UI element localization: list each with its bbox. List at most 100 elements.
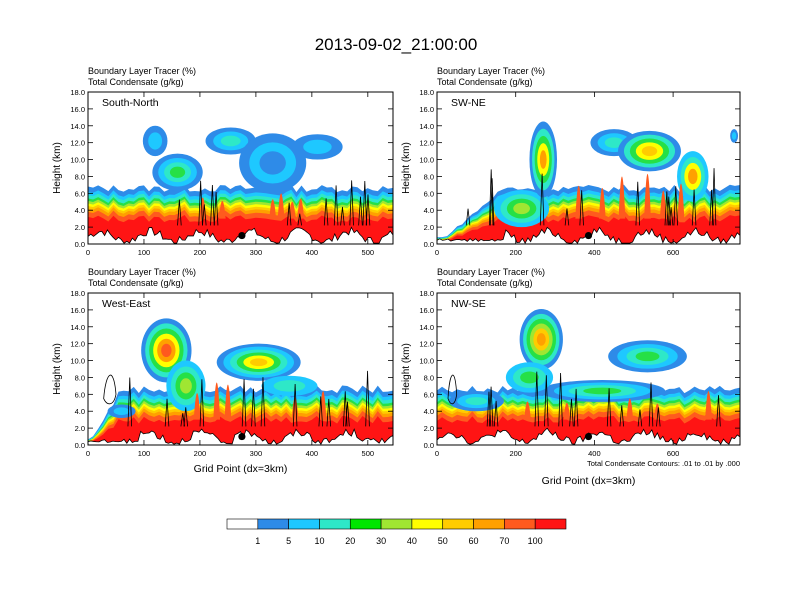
plot-frame [87,91,394,245]
y-tick-label: 8.0 [424,373,434,382]
convective-tower [644,173,651,219]
x-tick-label: 200 [194,449,207,458]
condensate-contour [569,398,574,427]
y-axis-label: Height (km) [52,343,63,395]
colorbar-label: 50 [438,536,448,546]
x-tick-label: 500 [362,449,375,458]
y-tick-label: 0.0 [75,240,85,249]
y-tick-label: 4.0 [75,206,85,215]
x-tick-label: 600 [667,449,680,458]
condensate-contour [333,185,339,226]
x-tick-label: 100 [138,449,151,458]
convective-tower [524,401,531,420]
cloud-region [677,151,709,202]
contour-footnote: Total Condensate Contours: .01 to .01 by… [587,459,740,468]
y-tick-label: 4.0 [424,407,434,416]
location-marker [584,231,593,240]
convective-tower [224,384,232,420]
y-tick-label: 10.0 [419,357,434,366]
condensate-contour [358,196,363,226]
cloud-region [205,127,256,155]
y-tick-label: 18.0 [70,289,85,298]
x-tick-label: 600 [667,248,680,257]
colorbar-label: 70 [499,536,509,546]
condensate-contour [198,180,203,226]
condensate-contour [564,208,570,226]
condensate-contour [292,383,298,427]
plot-frame [436,91,741,245]
colorbar-swatch [257,518,289,530]
condensate-contour [365,370,370,427]
x-tick-label: 500 [362,248,375,257]
condensate-contour [465,208,471,226]
colorbar-swatch [319,518,351,530]
y-tick-label: 6.0 [75,390,85,399]
panel-label: South-North [102,97,159,109]
colorbar: 1 5 10 20 30 40 50 60 70 100 [226,518,567,546]
condensate-contour [648,382,654,427]
condensate-contour [210,184,215,226]
condensate-contour [635,181,640,226]
x-tick-label: 0 [435,248,439,257]
condensate-contour [488,386,494,427]
page-title: 2013-09-02_21:00:00 [315,35,478,54]
panel-title-line: Total Condensate (g/kg) [88,278,184,288]
colorbar-label: 1 [255,536,260,546]
plot-area [437,293,740,445]
condensate-contour [544,375,549,427]
cloud-region [142,125,168,157]
cloud-region [730,129,739,143]
plot-frame [87,292,394,446]
condensate-contour [202,204,207,226]
y-tick-label: 10.0 [70,357,85,366]
x-tick-label: 200 [509,248,522,257]
condensate-contour [241,378,247,427]
y-axis-label: Height (km) [52,142,63,194]
colorbar-label: 100 [528,536,543,546]
y-tick-label: 14.0 [419,323,434,332]
location-marker [238,231,246,240]
condensate-contour [362,181,368,226]
y-tick-label: 6.0 [424,390,434,399]
convective-tower [563,402,571,420]
cloud-region [494,189,550,228]
colorbar-label: 20 [345,536,355,546]
y-tick-label: 6.0 [424,189,434,198]
convective-tower [199,197,207,219]
plot-area [88,92,393,244]
y-tick-label: 2.0 [424,424,434,433]
condensate-contour [251,388,256,427]
convective-tower [288,201,296,219]
condensate-contour [619,405,624,427]
y-tick-label: 12.0 [70,139,85,148]
y-tick-label: 10.0 [70,156,85,165]
condensate-contour [343,391,348,427]
x-axis-label: Grid Point (dx=3km) [194,463,288,475]
x-tick-label: 400 [306,449,319,458]
condensate-contour [573,388,579,427]
condensate-contour [539,173,545,226]
convective-tower [659,190,667,219]
plot-frame [436,292,741,446]
chart-panel: 0.0 2.0 4.0 6.0 8.0 10.0 12.0 14.0 16.0 18.0 0 100 2… [52,66,394,257]
colorbar-swatch [504,518,536,530]
x-tick-label: 400 [306,248,319,257]
condensate-contour [318,396,323,427]
condensate-contour [716,395,721,427]
condensate-contour [691,189,697,226]
colorbar-swatch [226,518,259,530]
y-tick-label: 16.0 [70,306,85,315]
x-tick-label: 400 [588,248,601,257]
condensate-contour [213,191,219,226]
condensate-contour [673,186,678,226]
cloud-region [618,130,681,172]
condensate-contour [177,199,182,226]
condensate-contour [199,379,205,427]
chart-panel: 0.0 2.0 4.0 6.0 8.0 10.0 12.0 14.0 16.0 18.0 0 200 4… [401,66,741,257]
y-tick-label: 18.0 [419,289,434,298]
y-tick-label: 8.0 [75,172,85,181]
location-marker [584,432,593,441]
condensate-contour [127,377,133,427]
y-tick-label: 16.0 [70,105,85,114]
convective-tower [193,393,201,420]
